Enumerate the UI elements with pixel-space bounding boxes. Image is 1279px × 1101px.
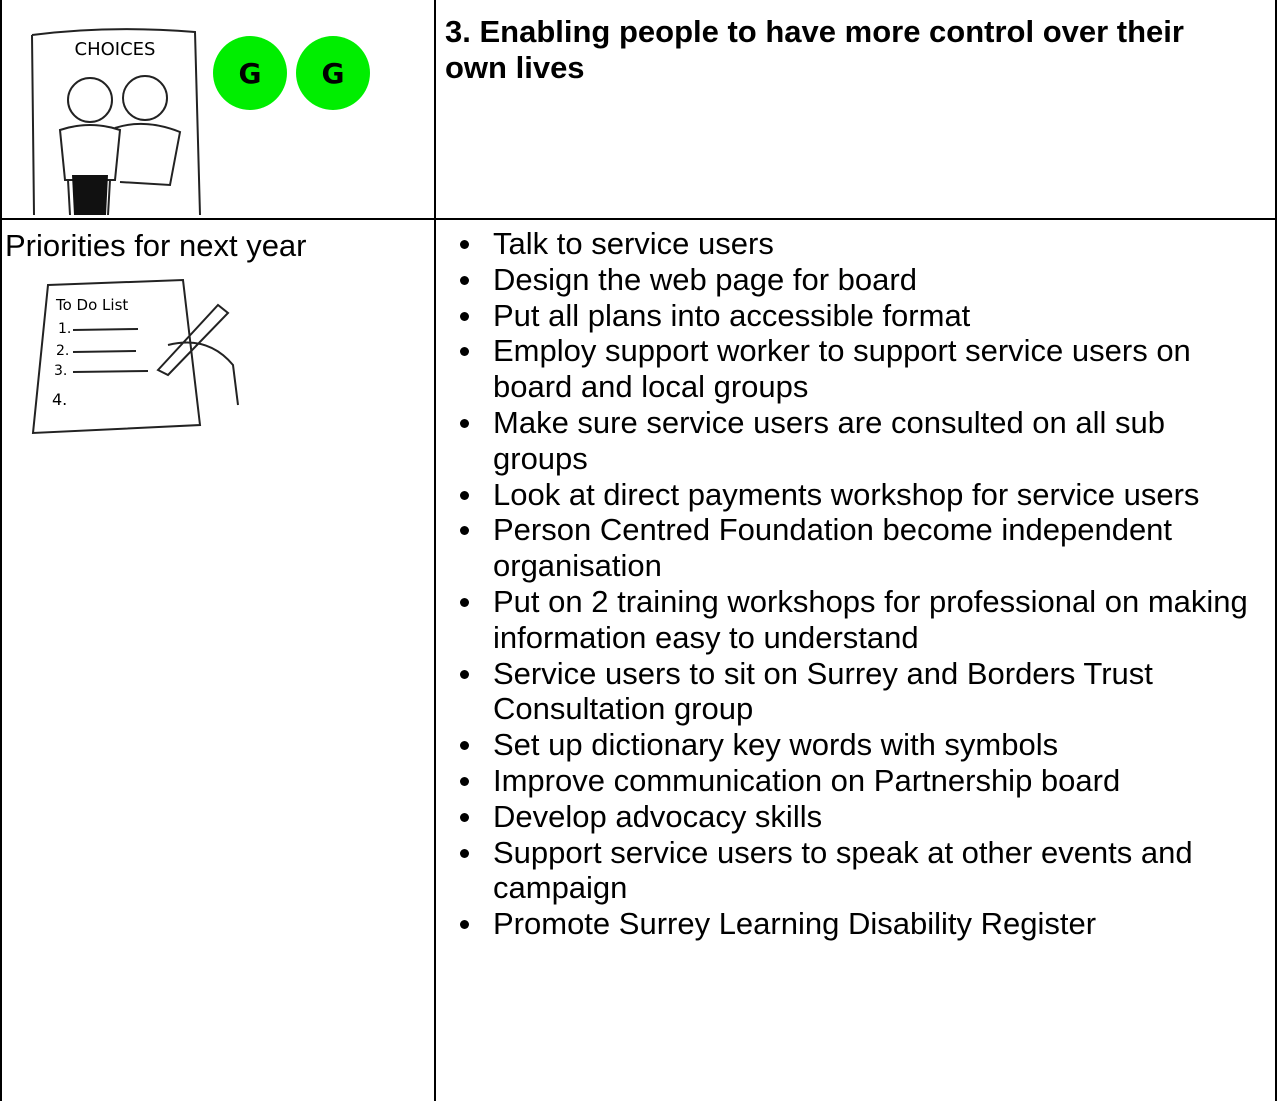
priority-item: Talk to service users [456,226,1266,262]
todo-line: 2. [56,343,69,359]
choices-illustration: CHOICES G G [31,28,370,216]
priority-item: Put on 2 training workshops for professi… [456,584,1266,656]
todo-line: 4. [52,390,67,409]
badge-text: G [239,57,262,90]
priority-item: Person Centred Foundation become indepen… [456,512,1266,584]
priority-item: Design the web page for board [456,262,1266,298]
border [0,0,2,1101]
border [0,218,1277,220]
priority-item: Put all plans into accessible format [456,298,1266,334]
sign-text: CHOICES [75,39,156,60]
priority-item: Make sure service users are consulted on… [456,405,1266,477]
priority-item: Promote Surrey Learning Disability Regis… [456,906,1266,942]
border [434,0,436,1101]
priority-item: Develop advocacy skills [456,799,1266,835]
todo-heading: To Do List [55,296,128,314]
priority-item: Support service users to speak at other … [456,835,1266,907]
status-badge [296,36,370,110]
priority-item: Set up dictionary key words with symbols [456,727,1266,763]
section-title: 3. Enabling people to have more control … [445,14,1184,85]
todo-line: 1. [58,321,71,337]
todo-illustration: To Do List 1. 2. 3. 4. [31,278,239,435]
status-badge [213,36,287,110]
priority-item: Service users to sit on Surrey and Borde… [456,656,1266,728]
priority-item: Improve communication on Partnership boa… [456,763,1266,799]
priority-item: Look at direct payments workshop for ser… [456,477,1266,513]
priority-list: Talk to service users Design the web page… [456,226,1266,942]
row-label: Priorities for next year [5,228,307,263]
todo-line: 3. [54,363,67,379]
border [1275,0,1277,1101]
priority-item: Employ support worker to support service… [456,333,1266,405]
badge-text: G [322,57,345,90]
